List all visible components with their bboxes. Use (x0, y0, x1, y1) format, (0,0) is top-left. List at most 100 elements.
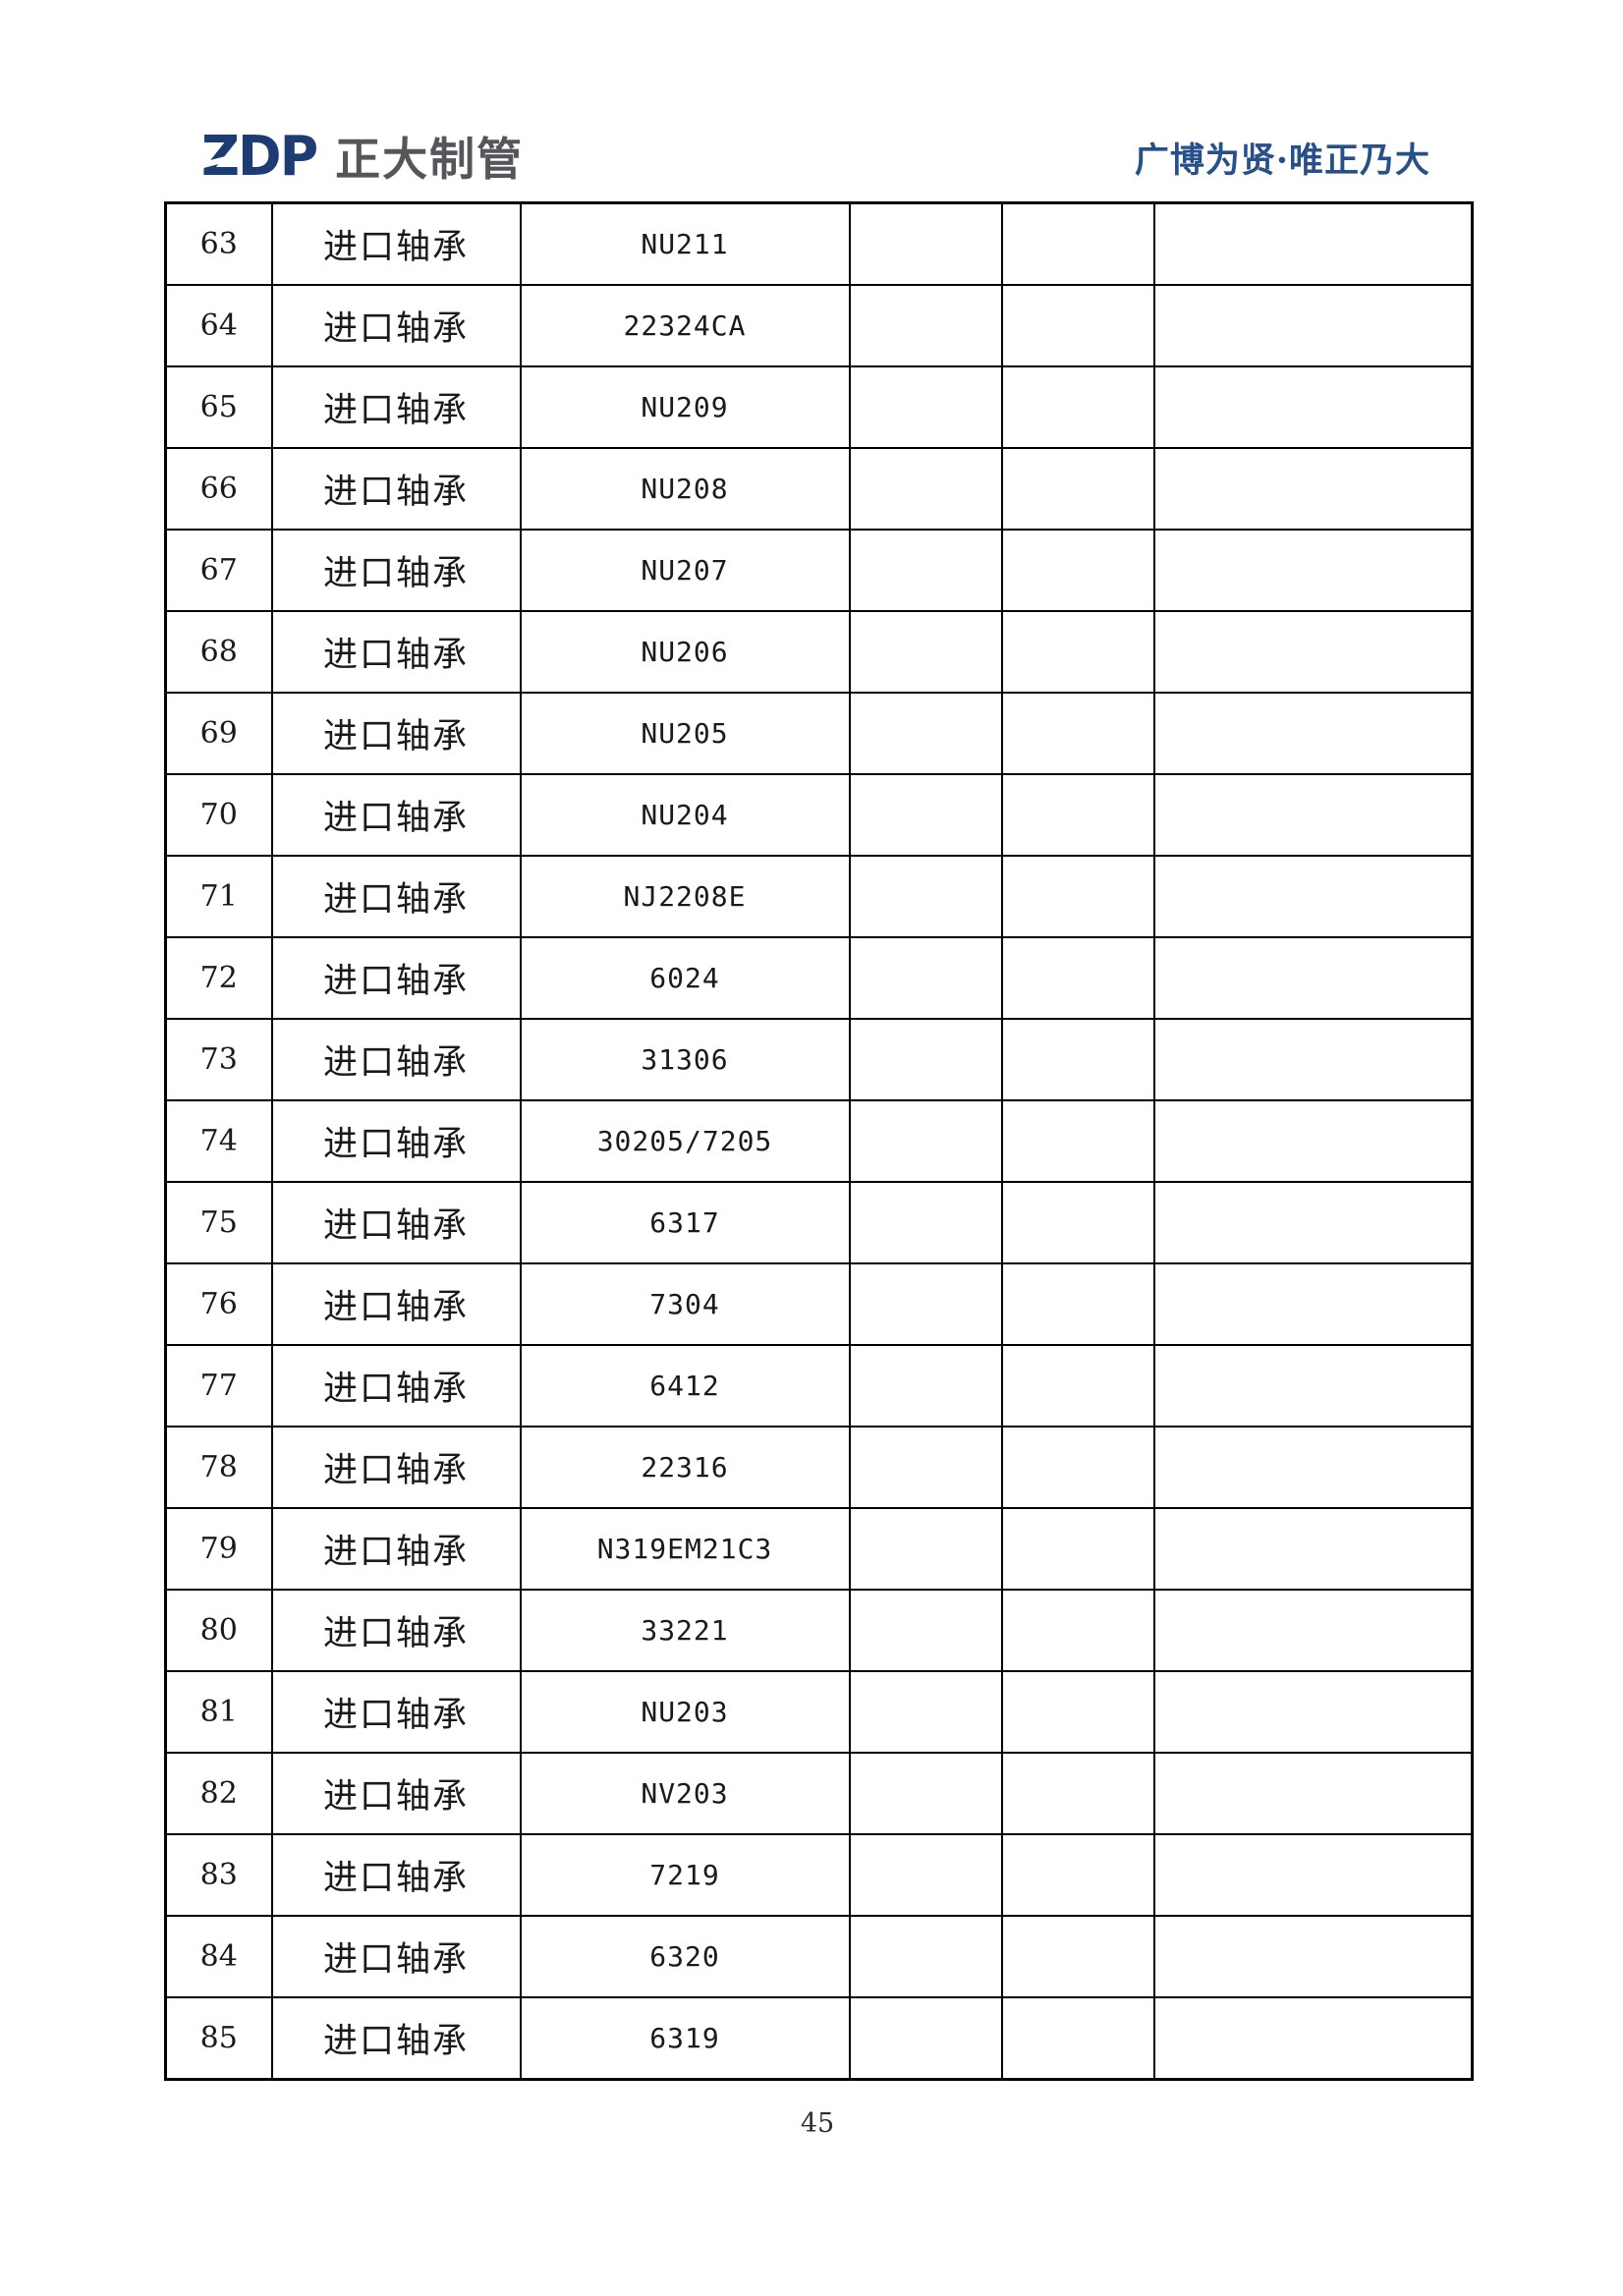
category-cell: 进口轴承 (270, 773, 522, 858)
table-row: 80 进口轴承 33221 (164, 1588, 1474, 1672)
model-cell: 6024 (519, 936, 851, 1020)
empty-cell (1152, 365, 1474, 450)
category-cell: 进口轴承 (270, 1017, 522, 1101)
empty-cell (848, 1832, 1003, 1917)
model-cell: 30205/7205 (519, 1098, 851, 1183)
row-number-cell: 73 (164, 1017, 273, 1101)
empty-cell (1000, 1751, 1155, 1835)
empty-cell (1152, 773, 1474, 858)
model-cell: 31306 (519, 1017, 851, 1101)
empty-cell (848, 1017, 1003, 1101)
category-cell: 进口轴承 (270, 610, 522, 695)
empty-cell (848, 1343, 1003, 1428)
empty-cell (1152, 1098, 1474, 1183)
empty-cell (1152, 1832, 1474, 1917)
zdp-logo-icon: ZDP (201, 125, 318, 189)
model-cell: NU203 (519, 1669, 851, 1754)
row-number-cell: 63 (164, 201, 273, 287)
row-number-cell: 79 (164, 1506, 273, 1591)
table-row: 78 进口轴承 22316 (164, 1425, 1474, 1509)
empty-cell (1152, 284, 1474, 368)
table-row: 77 进口轴承 6412 (164, 1343, 1474, 1428)
empty-cell (1152, 855, 1474, 938)
empty-cell (1000, 1098, 1155, 1183)
category-cell: 进口轴承 (270, 1832, 522, 1917)
empty-cell (848, 1669, 1003, 1754)
empty-cell (1152, 1261, 1474, 1346)
model-cell: 7304 (519, 1261, 851, 1346)
model-cell: 22316 (519, 1425, 851, 1509)
category-cell: 进口轴承 (270, 447, 522, 532)
category-cell: 进口轴承 (270, 1588, 522, 1672)
empty-cell (1152, 1343, 1474, 1428)
row-number-cell: 67 (164, 529, 273, 613)
row-number-cell: 69 (164, 692, 273, 776)
model-cell: NU211 (519, 201, 851, 287)
category-cell: 进口轴承 (270, 1180, 522, 1264)
table-row: 69 进口轴承 NU205 (164, 692, 1474, 776)
category-cell: 进口轴承 (270, 1914, 522, 1998)
table-row: 84 进口轴承 6320 (164, 1914, 1474, 1998)
row-number-cell: 84 (164, 1914, 273, 1998)
empty-cell (848, 284, 1003, 368)
table-row: 72 进口轴承 6024 (164, 936, 1474, 1020)
row-number-cell: 83 (164, 1832, 273, 1917)
category-cell: 进口轴承 (270, 1669, 522, 1754)
model-cell: NU204 (519, 773, 851, 858)
category-cell: 进口轴承 (270, 1098, 522, 1183)
empty-cell (848, 1751, 1003, 1835)
model-cell: NJ2208E (519, 855, 851, 938)
model-cell: N319EM21C3 (519, 1506, 851, 1591)
empty-cell (1000, 692, 1155, 776)
empty-cell (1000, 1261, 1155, 1346)
empty-cell (848, 1425, 1003, 1509)
row-number-cell: 77 (164, 1343, 273, 1428)
table-row: 83 进口轴承 7219 (164, 1832, 1474, 1917)
row-number-cell: 68 (164, 610, 273, 695)
row-number-cell: 78 (164, 1425, 273, 1509)
table-row: 82 进口轴承 NV203 (164, 1751, 1474, 1835)
row-number-cell: 85 (164, 1995, 273, 2081)
table-row: 70 进口轴承 NU204 (164, 773, 1474, 858)
empty-cell (1000, 365, 1155, 450)
empty-cell (1000, 1669, 1155, 1754)
row-number-cell: 80 (164, 1588, 273, 1672)
empty-cell (848, 1180, 1003, 1264)
model-cell: 6317 (519, 1180, 851, 1264)
row-number-cell: 74 (164, 1098, 273, 1183)
category-cell: 进口轴承 (270, 201, 522, 287)
empty-cell (1152, 610, 1474, 695)
empty-cell (1000, 1995, 1155, 2081)
empty-cell (1000, 1832, 1155, 1917)
empty-cell (1000, 1914, 1155, 1998)
empty-cell (1000, 1425, 1155, 1509)
empty-cell (1000, 529, 1155, 613)
empty-cell (1152, 1017, 1474, 1101)
empty-cell (848, 1098, 1003, 1183)
empty-cell (848, 610, 1003, 695)
table-row: 64 进口轴承 22324CA (164, 284, 1474, 368)
table-row: 73 进口轴承 31306 (164, 1017, 1474, 1101)
category-cell: 进口轴承 (270, 692, 522, 776)
row-number-cell: 70 (164, 773, 273, 858)
table-row: 65 进口轴承 NU209 (164, 365, 1474, 450)
category-cell: 进口轴承 (270, 365, 522, 450)
row-number-cell: 64 (164, 284, 273, 368)
empty-cell (848, 936, 1003, 1020)
empty-cell (848, 692, 1003, 776)
empty-cell (848, 1506, 1003, 1591)
empty-cell (1152, 1669, 1474, 1754)
empty-cell (1000, 1588, 1155, 1672)
category-cell: 进口轴承 (270, 1343, 522, 1428)
row-number-cell: 82 (164, 1751, 273, 1835)
table-row: 81 进口轴承 NU203 (164, 1669, 1474, 1754)
model-cell: 7219 (519, 1832, 851, 1917)
row-number-cell: 81 (164, 1669, 273, 1754)
row-number-cell: 66 (164, 447, 273, 532)
empty-cell (1000, 610, 1155, 695)
empty-cell (1152, 529, 1474, 613)
row-number-cell: 76 (164, 1261, 273, 1346)
empty-cell (1152, 1180, 1474, 1264)
category-cell: 进口轴承 (270, 284, 522, 368)
empty-cell (848, 1914, 1003, 1998)
